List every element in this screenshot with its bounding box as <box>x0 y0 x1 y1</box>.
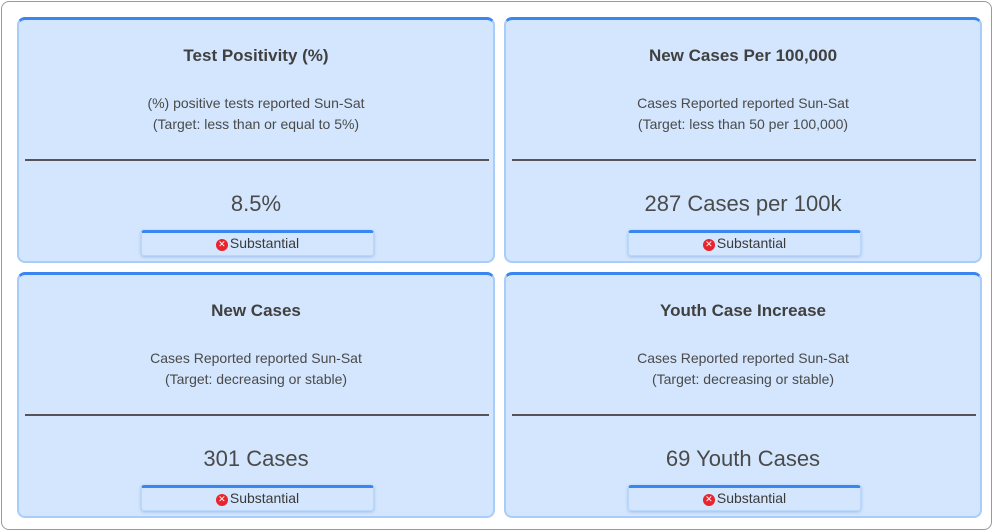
metric-card-youth-case-increase: Youth Case Increase Cases Reported repor… <box>504 272 982 518</box>
card-title: New Cases Per 100,000 <box>648 46 838 65</box>
card-divider <box>512 159 976 161</box>
card-title: Youth Case Increase <box>660 301 826 320</box>
card-description-line: Cases Reported reported Sun-Sat <box>150 350 362 366</box>
card-value: 287 Cases per 100k <box>644 191 842 216</box>
card-description: (%) positive tests reported Sun-Sat (Tar… <box>19 93 493 135</box>
status-label: Substantial <box>716 235 787 251</box>
status-badge: ✕ Substantial <box>141 485 374 511</box>
card-target-line: (Target: decreasing or stable) <box>651 371 835 387</box>
card-value: 8.5% <box>230 191 282 216</box>
error-x-icon: ✕ <box>702 239 715 251</box>
card-title: Test Positivity (%) <box>183 46 329 65</box>
card-description-line: (%) positive tests reported Sun-Sat <box>147 95 365 111</box>
card-description: Cases Reported reported Sun-Sat (Target:… <box>19 348 493 390</box>
card-target-line: (Target: decreasing or stable) <box>164 371 348 387</box>
metric-card-new-cases: New Cases Cases Reported reported Sun-Sa… <box>17 272 495 518</box>
card-target-line: (Target: less than or equal to 5%) <box>152 116 360 132</box>
card-description-line: Cases Reported reported Sun-Sat <box>637 95 849 111</box>
status-label: Substantial <box>716 490 787 506</box>
card-value: 301 Cases <box>203 446 309 471</box>
card-title: New Cases <box>211 301 301 320</box>
card-description: Cases Reported reported Sun-Sat (Target:… <box>506 348 980 390</box>
metric-card-new-cases-per-100k: New Cases Per 100,000 Cases Reported rep… <box>504 17 982 263</box>
card-value: 69 Youth Cases <box>665 446 821 471</box>
status-badge: ✕ Substantial <box>628 485 861 511</box>
status-badge: ✕ Substantial <box>141 230 374 256</box>
status-label: Substantial <box>229 490 300 506</box>
card-divider <box>512 414 976 416</box>
status-label: Substantial <box>229 235 300 251</box>
card-divider <box>25 414 489 416</box>
error-x-icon: ✕ <box>215 494 228 506</box>
error-x-icon: ✕ <box>215 239 228 251</box>
card-description-line: Cases Reported reported Sun-Sat <box>637 350 849 366</box>
error-x-icon: ✕ <box>702 494 715 506</box>
card-target-line: (Target: less than 50 per 100,000) <box>637 116 849 132</box>
metric-card-test-positivity: Test Positivity (%) (%) positive tests r… <box>17 17 495 263</box>
card-divider <box>25 159 489 161</box>
status-badge: ✕ Substantial <box>628 230 861 256</box>
card-description: Cases Reported reported Sun-Sat (Target:… <box>506 93 980 135</box>
